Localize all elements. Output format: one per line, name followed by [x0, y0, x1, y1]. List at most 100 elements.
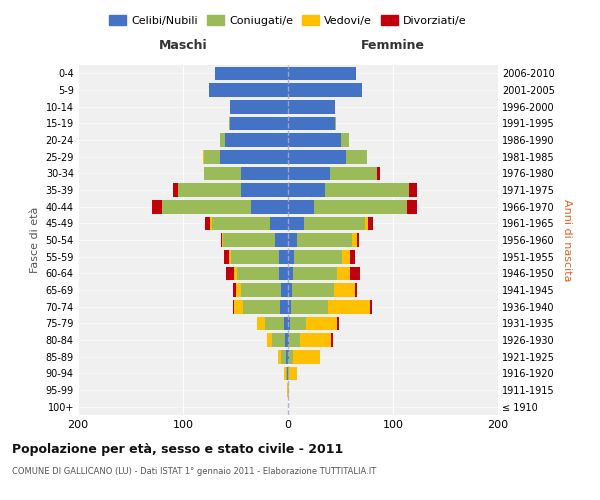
Bar [235, 266, 236, 280]
Bar [225, 133, 288, 147]
Bar [293, 350, 320, 364]
Bar [243, 300, 280, 314]
Bar [223, 233, 275, 247]
Bar [288, 250, 295, 264]
Y-axis label: Fasce di età: Fasce di età [30, 207, 40, 273]
Bar [235, 300, 243, 314]
Bar [284, 316, 288, 330]
Bar [229, 116, 230, 130]
Bar [350, 250, 355, 264]
Bar [272, 333, 285, 347]
Bar [235, 283, 241, 297]
Bar [337, 266, 350, 280]
Bar [288, 183, 325, 197]
Bar [210, 216, 212, 230]
Bar [289, 366, 298, 380]
Bar [241, 166, 288, 180]
Bar [341, 250, 350, 264]
Bar [350, 266, 361, 280]
Text: Femmine: Femmine [361, 38, 425, 52]
Bar [280, 300, 288, 314]
Text: COMUNE DI GALLICANO (LU) - Dati ISTAT 1° gennaio 2011 - Elaborazione TUTTITALIA.: COMUNE DI GALLICANO (LU) - Dati ISTAT 1°… [12, 468, 376, 476]
Bar [205, 216, 210, 230]
Bar [341, 133, 349, 147]
Bar [352, 233, 358, 247]
Text: Popolazione per età, sesso e stato civile - 2011: Popolazione per età, sesso e stato civil… [12, 442, 343, 456]
Y-axis label: Anni di nascita: Anni di nascita [562, 198, 572, 281]
Bar [292, 283, 334, 297]
Bar [304, 216, 365, 230]
Bar [162, 200, 251, 213]
Bar [407, 200, 417, 213]
Legend: Celibi/Nubili, Coniugati/e, Vedovi/e, Divorziati/e: Celibi/Nubili, Coniugati/e, Vedovi/e, Di… [105, 10, 471, 30]
Bar [265, 316, 284, 330]
Bar [285, 333, 288, 347]
Bar [288, 283, 292, 297]
Bar [224, 250, 229, 264]
Bar [409, 183, 417, 197]
Bar [270, 216, 288, 230]
Bar [288, 300, 291, 314]
Bar [295, 250, 341, 264]
Bar [236, 266, 278, 280]
Bar [281, 350, 286, 364]
Bar [288, 133, 341, 147]
Bar [288, 166, 330, 180]
Bar [377, 166, 380, 180]
Bar [288, 266, 293, 280]
Bar [368, 216, 373, 230]
Bar [230, 116, 288, 130]
Bar [241, 283, 281, 297]
Bar [346, 150, 367, 164]
Bar [288, 316, 290, 330]
Bar [222, 233, 223, 247]
Bar [203, 150, 204, 164]
Bar [277, 350, 281, 364]
Bar [220, 133, 225, 147]
Bar [330, 166, 377, 180]
Bar [314, 200, 407, 213]
Bar [278, 250, 288, 264]
Bar [325, 183, 409, 197]
Bar [293, 266, 337, 280]
Bar [215, 66, 288, 80]
Bar [173, 183, 178, 197]
Bar [289, 333, 299, 347]
Bar [306, 316, 337, 330]
Bar [257, 316, 265, 330]
Bar [221, 233, 222, 247]
Bar [299, 333, 331, 347]
Bar [288, 83, 361, 97]
Bar [288, 200, 314, 213]
Bar [288, 233, 298, 247]
Bar [233, 300, 235, 314]
Bar [226, 266, 235, 280]
Bar [288, 150, 346, 164]
Bar [335, 116, 337, 130]
Bar [151, 200, 162, 213]
Bar [289, 350, 293, 364]
Bar [288, 366, 289, 380]
Bar [331, 333, 333, 347]
Bar [288, 216, 304, 230]
Bar [288, 116, 335, 130]
Text: Maschi: Maschi [158, 38, 208, 52]
Bar [229, 250, 232, 264]
Bar [267, 333, 272, 347]
Bar [287, 383, 288, 397]
Bar [204, 166, 241, 180]
Bar [286, 350, 288, 364]
Bar [284, 366, 286, 380]
Bar [232, 250, 278, 264]
Bar [286, 366, 287, 380]
Bar [290, 316, 306, 330]
Bar [178, 183, 241, 197]
Bar [328, 300, 370, 314]
Bar [355, 283, 358, 297]
Bar [287, 366, 288, 380]
Bar [291, 300, 328, 314]
Bar [337, 316, 340, 330]
Bar [281, 283, 288, 297]
Bar [241, 183, 288, 197]
Bar [288, 350, 289, 364]
